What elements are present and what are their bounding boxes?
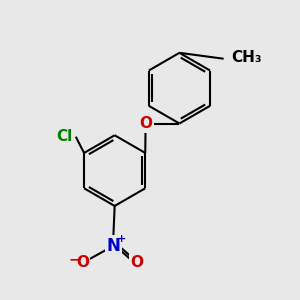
Text: +: + <box>117 234 126 244</box>
Text: CH₃: CH₃ <box>231 50 262 65</box>
Text: −: − <box>68 253 80 266</box>
Text: O: O <box>130 255 143 270</box>
Text: Cl: Cl <box>56 129 73 144</box>
Text: N: N <box>106 237 120 255</box>
Text: O: O <box>139 116 152 131</box>
Text: O: O <box>76 255 89 270</box>
